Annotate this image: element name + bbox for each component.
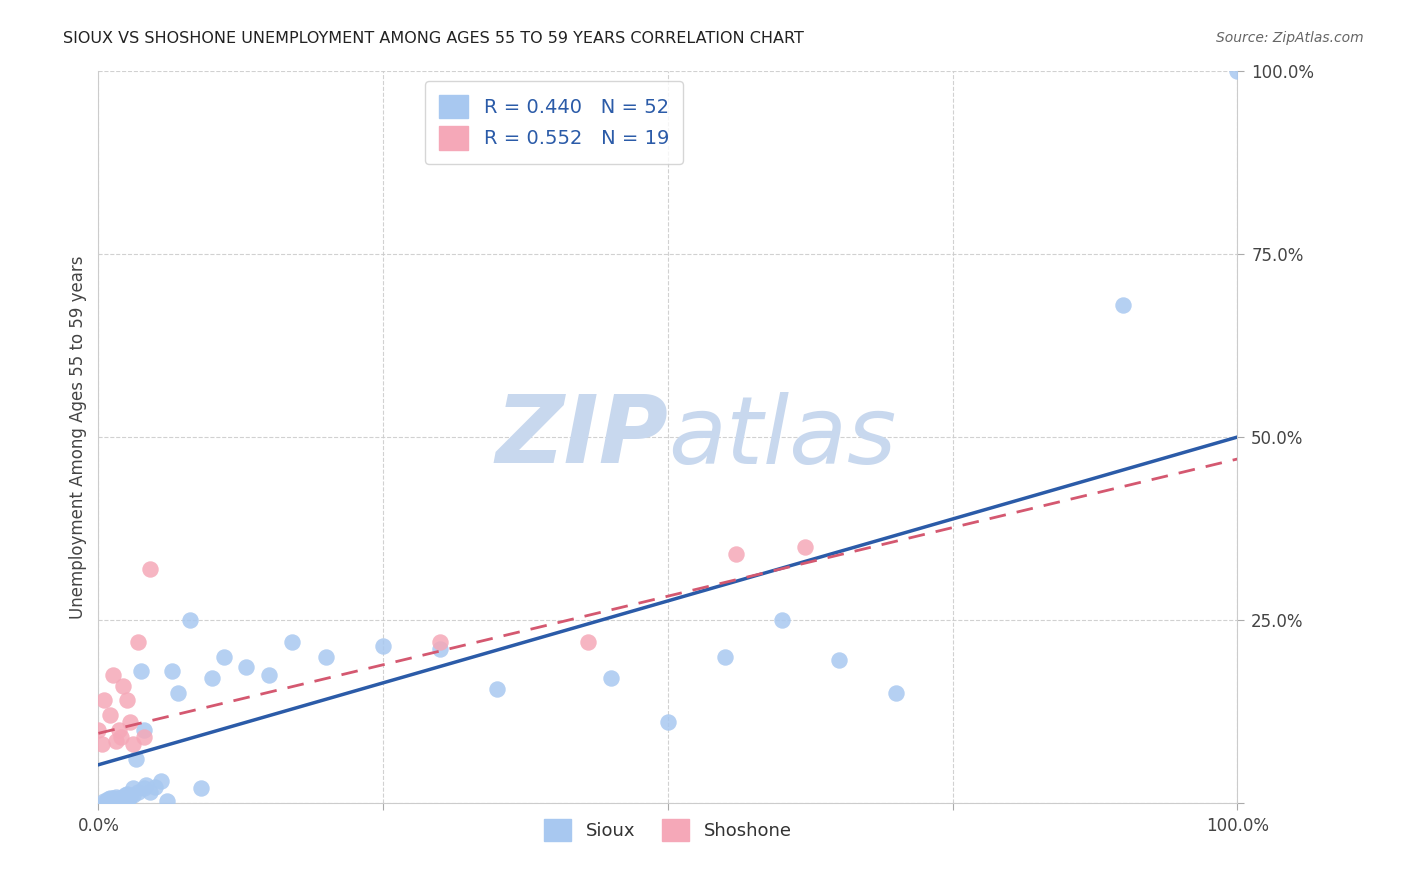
Point [486, 682, 509, 697]
Point [145, 780, 167, 794]
Point [132, 781, 155, 796]
Point [212, 649, 235, 664]
Point [101, 794, 124, 808]
Point [110, 792, 132, 806]
Point [132, 730, 155, 744]
Point [429, 635, 451, 649]
Point [93, 693, 115, 707]
Point [121, 737, 143, 751]
Point [96, 792, 118, 806]
Point [118, 791, 141, 805]
Point [235, 660, 257, 674]
Y-axis label: Unemployment Among Ages 55 to 59 years: Unemployment Among Ages 55 to 59 years [69, 255, 87, 619]
Point [112, 679, 135, 693]
Point [1226, 64, 1249, 78]
Point [179, 613, 201, 627]
Point [110, 730, 132, 744]
Point [98, 708, 121, 723]
Point [793, 540, 815, 554]
Point [884, 686, 907, 700]
Text: SIOUX VS SHOSHONE UNEMPLOYMENT AMONG AGES 55 TO 59 YEARS CORRELATION CHART: SIOUX VS SHOSHONE UNEMPLOYMENT AMONG AGE… [63, 31, 804, 46]
Point [104, 733, 127, 747]
Text: ZIP: ZIP [495, 391, 668, 483]
Point [201, 672, 224, 686]
Point [190, 781, 212, 796]
Point [281, 635, 304, 649]
Point [135, 778, 157, 792]
Point [104, 789, 127, 804]
Point [138, 785, 160, 799]
Point [103, 667, 125, 681]
Point [87, 723, 110, 737]
Point [770, 613, 793, 627]
Point [90, 737, 112, 751]
Point [129, 664, 152, 678]
Point [150, 773, 173, 788]
Point [259, 667, 281, 681]
Point [132, 723, 155, 737]
Point [98, 793, 121, 807]
Point [121, 781, 143, 796]
Point [576, 635, 599, 649]
Point [162, 664, 184, 678]
Point [120, 715, 142, 730]
Text: Source: ZipAtlas.com: Source: ZipAtlas.com [1216, 31, 1364, 45]
Point [114, 789, 136, 803]
Point [429, 642, 451, 657]
Point [110, 794, 132, 808]
Point [127, 785, 149, 799]
Point [104, 792, 127, 806]
Point [714, 649, 737, 664]
Point [127, 635, 149, 649]
Point [93, 794, 115, 808]
Point [156, 794, 179, 808]
Point [167, 686, 190, 700]
Point [115, 693, 138, 707]
Point [108, 791, 131, 805]
Point [98, 791, 121, 805]
Point [107, 793, 129, 807]
Point [138, 562, 160, 576]
Legend: Sioux, Shoshone: Sioux, Shoshone [537, 812, 799, 848]
Point [125, 752, 148, 766]
Point [121, 789, 143, 803]
Point [96, 794, 118, 808]
Point [108, 723, 131, 737]
Point [103, 790, 125, 805]
Point [828, 653, 851, 667]
Point [115, 787, 138, 801]
Point [1112, 298, 1135, 312]
Point [657, 715, 679, 730]
Point [725, 547, 748, 561]
Text: atlas: atlas [668, 392, 896, 483]
Point [112, 790, 135, 805]
Point [371, 639, 394, 653]
Point [315, 649, 337, 664]
Point [115, 789, 138, 804]
Point [120, 789, 142, 804]
Point [600, 672, 623, 686]
